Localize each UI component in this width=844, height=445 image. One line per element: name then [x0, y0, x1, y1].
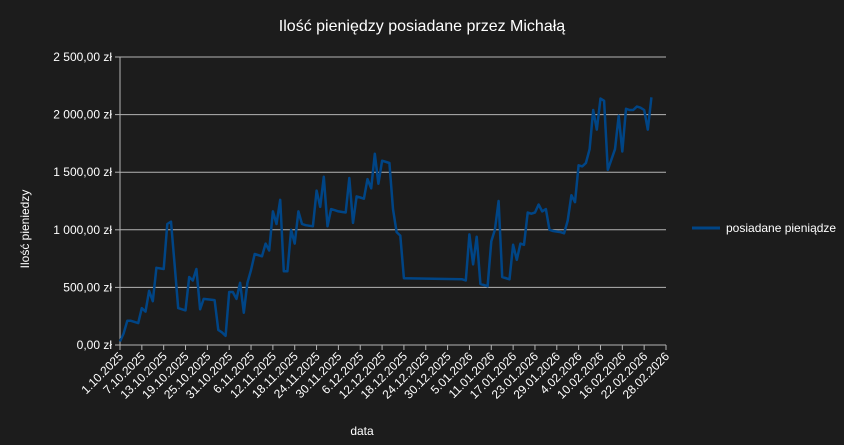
x-axis-label: data [350, 424, 374, 438]
x-axis-ticks: 1.10.20257.10.202513.10.202519.10.202525… [78, 349, 672, 402]
y-axis-label: Ilość pieniedzy [18, 190, 32, 269]
y-tick-label: 1 000,00 zł [53, 223, 112, 237]
legend-label: posiadane pieniądze [726, 221, 836, 235]
y-tick-label: 2 000,00 zł [53, 108, 112, 122]
y-tick-label: 1 500,00 zł [53, 165, 112, 179]
series-group [118, 97, 653, 343]
legend: posiadane pieniądze [692, 221, 836, 235]
chart-title: Ilość pieniędzy posiadane przez Michałą [279, 18, 565, 35]
y-axis-ticks: 0,00 zł 500,00 zł 1 000,00 zł 1 500,00 zł 2 … [53, 50, 112, 352]
y-tick-label: 500,00 zł [63, 280, 112, 294]
series-line [118, 97, 653, 343]
grid-lines [115, 56, 667, 350]
y-tick-label: 2 500,00 zł [53, 50, 112, 64]
y-tick-label: 0,00 zł [77, 338, 113, 352]
